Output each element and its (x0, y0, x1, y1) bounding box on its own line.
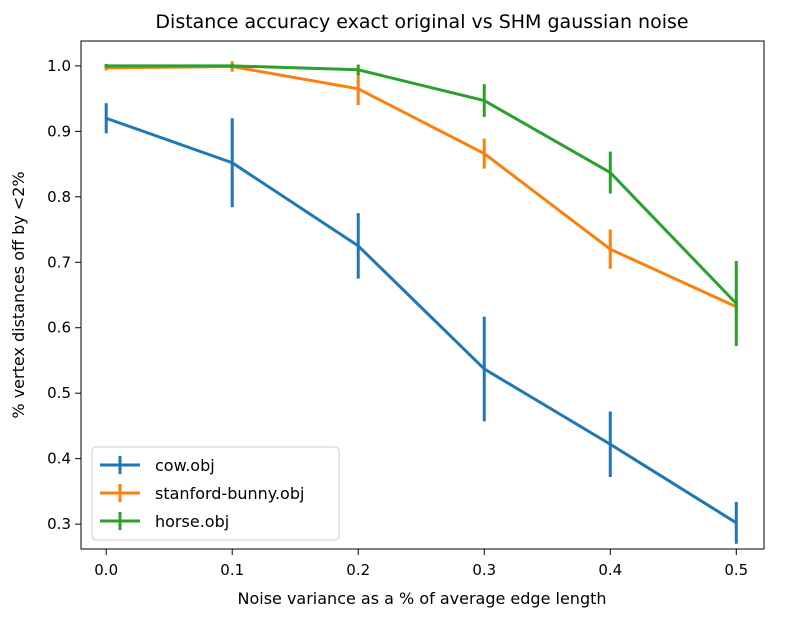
y-tick-label: 0.6 (47, 319, 71, 337)
y-axis: 0.3 0.4 0.5 0.6 0.7 0.8 0.9 1.0 (47, 57, 81, 533)
legend-label: stanford-bunny.obj (155, 484, 304, 503)
y-tick-label: 0.4 (47, 450, 71, 468)
y-axis-label: % vertex distances off by <2% (9, 171, 28, 418)
y-tick-label: 0.7 (47, 253, 71, 271)
x-tick-label: 0.1 (220, 561, 244, 579)
data-point (734, 521, 738, 525)
y-tick-label: 0.9 (47, 122, 71, 140)
data-point (482, 152, 486, 156)
series-layer (104, 61, 738, 544)
legend: cow.obj stanford-bunny.obj horse.obj (91, 446, 340, 541)
y-tick-label: 1.0 (47, 57, 71, 75)
data-point (734, 302, 738, 306)
x-tick-label: 0.5 (724, 561, 748, 579)
data-point (230, 64, 234, 68)
chart-title: Distance accuracy exact original vs SHM … (155, 11, 688, 33)
data-point (482, 367, 486, 371)
x-axis-label: Noise variance as a % of average edge le… (237, 589, 606, 608)
series-line (105, 116, 738, 525)
data-point (356, 244, 360, 248)
series-line (106, 64, 738, 305)
data-point (482, 99, 486, 103)
data-point (104, 64, 108, 68)
data-point (356, 68, 360, 72)
data-point (608, 171, 612, 175)
x-tick-label: 0.4 (598, 561, 622, 579)
x-tick-label: 0.3 (472, 561, 496, 579)
series-0 (104, 103, 738, 544)
y-tick-label: 0.8 (47, 188, 71, 206)
legend-label: horse.obj (155, 512, 229, 531)
y-tick-label: 0.3 (47, 515, 71, 533)
data-point (608, 442, 612, 446)
series-2 (104, 63, 738, 347)
data-point (230, 161, 234, 165)
x-tick-label: 0.0 (94, 561, 118, 579)
legend-box (91, 446, 340, 541)
y-tick-label: 0.5 (47, 384, 71, 402)
x-tick-label: 0.2 (346, 561, 370, 579)
data-point (104, 116, 108, 120)
data-point (356, 87, 360, 91)
legend-label: cow.obj (155, 456, 215, 475)
x-axis: 0.0 0.1 0.2 0.3 0.4 0.5 (94, 549, 748, 579)
data-point (608, 247, 612, 251)
